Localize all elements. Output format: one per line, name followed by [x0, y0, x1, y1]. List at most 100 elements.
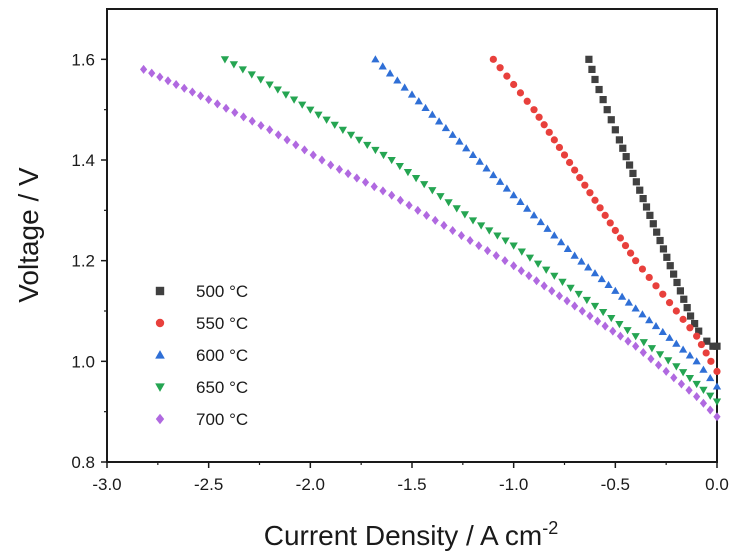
data-point [229, 61, 239, 69]
data-point [615, 321, 624, 329]
data-point [699, 386, 708, 394]
data-point [523, 204, 532, 212]
data-point [525, 271, 533, 281]
data-point [517, 248, 526, 256]
data-point [586, 311, 594, 321]
data-point [414, 97, 423, 105]
data-series [140, 55, 722, 422]
data-point [702, 349, 710, 357]
y-tick-label: 0.8 [71, 453, 95, 472]
data-point [188, 87, 196, 97]
data-point [431, 215, 439, 225]
data-point [411, 175, 421, 183]
data-point [678, 345, 688, 353]
data-point [607, 116, 615, 124]
data-point [653, 228, 661, 236]
data-point [434, 117, 444, 125]
legend-item-700c: 700 °C [155, 410, 248, 429]
data-point [656, 236, 664, 245]
data-point [540, 281, 548, 291]
data-point [266, 125, 274, 135]
data-point [663, 253, 671, 261]
data-point [713, 412, 721, 422]
series-550c [489, 55, 721, 375]
data-point [638, 265, 647, 273]
data-point [606, 219, 614, 227]
data-point [422, 210, 431, 220]
data-point [659, 245, 668, 253]
data-point [306, 106, 315, 114]
data-point [555, 143, 564, 152]
data-point [314, 111, 323, 119]
data-point [615, 136, 623, 144]
data-point [543, 224, 552, 232]
legend-label: 600 °C [196, 346, 248, 365]
data-point [670, 373, 678, 383]
data-point [462, 144, 471, 152]
data-point [578, 306, 586, 316]
data-point [609, 326, 617, 336]
data-point [556, 238, 566, 246]
data-point [706, 373, 715, 382]
data-point [256, 76, 265, 84]
data-point [685, 375, 695, 383]
data-point [686, 312, 695, 320]
series-650c [220, 56, 722, 406]
data-point [449, 225, 457, 235]
legend-item-500c: 500 °C [155, 282, 248, 301]
data-point [624, 298, 634, 306]
data-point [622, 153, 630, 161]
data-point [676, 287, 684, 295]
data-point [247, 71, 256, 79]
data-point [444, 199, 453, 207]
data-point [707, 357, 715, 365]
data-point [273, 86, 282, 94]
data-point [670, 270, 678, 278]
data-point [577, 257, 586, 265]
data-point [632, 341, 640, 351]
data-point [428, 187, 437, 195]
data-point [646, 211, 654, 219]
data-point [563, 244, 573, 252]
x-tick-label: -2.5 [194, 475, 223, 494]
data-point [330, 121, 339, 129]
data-point [595, 85, 603, 94]
data-point [680, 295, 688, 303]
data-point [535, 113, 543, 121]
data-point [489, 170, 498, 179]
data-point [678, 369, 688, 377]
x-tick-label: -2.0 [296, 475, 325, 494]
data-point [148, 68, 156, 78]
data-point [400, 83, 409, 91]
data-point [395, 162, 404, 171]
data-point [629, 169, 637, 178]
data-point [385, 69, 395, 77]
data-point [691, 319, 699, 328]
data-point [703, 337, 711, 345]
data-point [555, 291, 564, 301]
data-point [697, 340, 706, 349]
data-point [654, 360, 663, 370]
data-point [525, 254, 535, 262]
data-point [510, 80, 518, 89]
data-point [530, 106, 538, 114]
data-point [548, 286, 556, 296]
data-point [300, 145, 309, 155]
y-axis-title: Voltage / V [13, 167, 44, 303]
series-500c [585, 55, 721, 350]
data-point [588, 65, 596, 73]
x-tick-label: 0.0 [705, 475, 729, 494]
data-point [414, 205, 422, 215]
data-point [361, 177, 370, 187]
data-point [172, 80, 180, 89]
data-point [590, 269, 600, 277]
data-point [658, 327, 667, 336]
data-point [590, 302, 600, 311]
legend-label: 550 °C [196, 314, 248, 333]
data-point [631, 304, 640, 312]
data-point [468, 217, 478, 225]
data-point [492, 251, 500, 261]
data-point [662, 366, 670, 376]
data-point [466, 236, 474, 246]
data-point [713, 342, 721, 350]
